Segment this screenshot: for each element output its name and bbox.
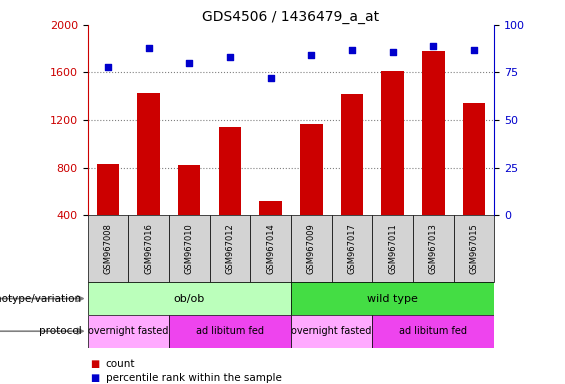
Point — [347, 46, 357, 53]
Bar — [259, 201, 282, 215]
Text: ■: ■ — [90, 359, 99, 369]
Bar — [250, 215, 291, 282]
Bar — [88, 315, 169, 348]
Bar — [291, 315, 372, 348]
Text: overnight fasted: overnight fasted — [88, 326, 168, 336]
Text: GSM967016: GSM967016 — [144, 223, 153, 274]
Bar — [372, 315, 494, 348]
Text: genotype/variation: genotype/variation — [0, 293, 82, 304]
Bar — [454, 215, 494, 282]
Bar — [341, 94, 363, 215]
Text: GSM967013: GSM967013 — [429, 223, 438, 274]
Bar — [291, 282, 494, 315]
Bar — [169, 315, 291, 348]
Text: GSM967017: GSM967017 — [347, 223, 357, 274]
Point — [307, 52, 316, 58]
Text: GSM967011: GSM967011 — [388, 223, 397, 274]
Bar — [463, 103, 485, 215]
Bar — [381, 71, 404, 215]
Point — [429, 43, 438, 49]
Bar — [169, 215, 210, 282]
Point — [388, 48, 397, 55]
Text: protocol: protocol — [39, 326, 82, 336]
Bar — [128, 215, 169, 282]
Bar — [413, 215, 454, 282]
Bar — [300, 124, 323, 215]
Bar — [332, 215, 372, 282]
Bar — [219, 127, 241, 215]
Point — [470, 46, 479, 53]
Bar — [97, 164, 119, 215]
Text: ■: ■ — [90, 373, 99, 383]
Bar — [422, 51, 445, 215]
Text: ad libitum fed: ad libitum fed — [399, 326, 467, 336]
Text: wild type: wild type — [367, 293, 418, 304]
Bar — [372, 215, 413, 282]
Point — [266, 75, 275, 81]
Point — [225, 54, 234, 60]
Text: ad libitum fed: ad libitum fed — [196, 326, 264, 336]
Bar — [88, 215, 128, 282]
Point — [103, 64, 112, 70]
Text: GSM967009: GSM967009 — [307, 223, 316, 274]
Text: ob/ob: ob/ob — [173, 293, 205, 304]
Text: GSM967014: GSM967014 — [266, 223, 275, 274]
Text: count: count — [106, 359, 135, 369]
Point — [144, 45, 153, 51]
Bar — [178, 165, 201, 215]
Text: GSM967008: GSM967008 — [103, 223, 112, 274]
Text: GSM967010: GSM967010 — [185, 223, 194, 274]
Text: GSM967012: GSM967012 — [225, 223, 234, 274]
Bar — [88, 282, 291, 315]
Bar — [291, 215, 332, 282]
Point — [185, 60, 194, 66]
Bar — [210, 215, 250, 282]
Text: overnight fasted: overnight fasted — [292, 326, 372, 336]
Text: GSM967015: GSM967015 — [470, 223, 479, 274]
Title: GDS4506 / 1436479_a_at: GDS4506 / 1436479_a_at — [202, 10, 380, 24]
Text: percentile rank within the sample: percentile rank within the sample — [106, 373, 281, 383]
Bar — [137, 93, 160, 215]
